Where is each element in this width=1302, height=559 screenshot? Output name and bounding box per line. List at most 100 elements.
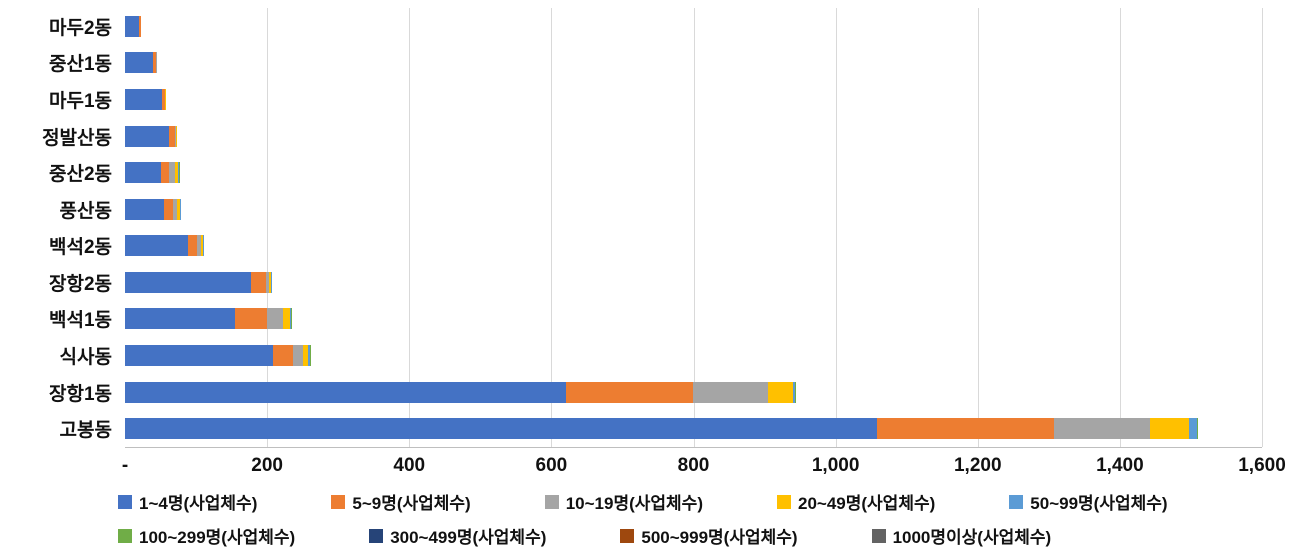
legend-label: 5~9명(사업체수) [352, 494, 471, 513]
legend-item: 300~499명(사업체수) [369, 523, 546, 548]
bar-segment [876, 418, 1055, 440]
bar-segment [795, 381, 796, 403]
bar-segment [269, 271, 272, 293]
x-tick-label: 1,400 [1096, 455, 1144, 476]
x-tick-label: 1,600 [1238, 455, 1286, 476]
bar-segment [176, 125, 177, 147]
bar-segment [165, 88, 167, 110]
bar-segment [169, 162, 175, 184]
bar-segment [172, 198, 177, 220]
bar-row [125, 125, 177, 147]
bar-row [125, 235, 204, 257]
legend-label: 1000명이상(사업체수) [892, 528, 1052, 547]
bar-row [125, 162, 180, 184]
bar-segment [203, 235, 204, 257]
category-label: 장항2동 [48, 273, 112, 295]
legend-swatch-icon [118, 528, 132, 543]
gridline [551, 8, 553, 447]
legend-item: 500~999명(사업체수) [620, 523, 798, 548]
bar-segment [164, 88, 166, 110]
bar-segment [235, 308, 268, 330]
bar-segment [187, 235, 198, 257]
legend-swatch-icon [871, 528, 886, 543]
bar-segment [792, 381, 796, 403]
legend-label: 100~299명(사업체수) [139, 528, 296, 547]
bar-row [125, 88, 167, 110]
x-tick-label: 200 [251, 455, 283, 476]
legend-swatch-icon [331, 494, 346, 509]
bar-segment [271, 271, 273, 293]
legend-swatch-icon [777, 494, 791, 509]
bar-segment [174, 162, 179, 184]
bar-segment [1054, 418, 1151, 440]
bar-segment [139, 15, 141, 37]
bar-segment [125, 162, 161, 184]
legend-label: 300~499명(사업체수) [390, 528, 547, 547]
bar-segment [125, 125, 170, 147]
bar-segment [282, 308, 290, 330]
gridline [835, 8, 837, 447]
bar-segment [125, 308, 236, 330]
bar-segment [308, 345, 310, 367]
legend-item: 50~99명(사업체수) [1009, 489, 1168, 514]
bar-segment [201, 235, 204, 257]
bar-segment [178, 162, 180, 184]
legend-label: 10~19명(사업체수) [565, 494, 703, 513]
bar-row [125, 345, 311, 367]
bar-segment [169, 125, 175, 147]
legend-item: 5~9명(사업체수) [331, 489, 471, 514]
bar-segment [125, 271, 252, 293]
bar-segment [164, 198, 173, 220]
gridline [267, 8, 269, 447]
x-tick-label: 1,000 [811, 455, 860, 476]
legend-swatch-icon [118, 494, 132, 509]
bar-segment [161, 88, 165, 110]
legend-row-2: 100~299명(사업체수) 300~499명(사업체수) 500~999명(사업체… [118, 523, 1292, 548]
bar-row [125, 198, 181, 220]
bar-row [125, 52, 157, 74]
bar-segment [125, 15, 140, 37]
bar-segment [693, 381, 769, 403]
bar-segment [160, 162, 170, 184]
bar-segment [125, 418, 877, 440]
bar-row [125, 308, 292, 330]
bar-segment [197, 235, 202, 257]
legend-label: 50~99명(사업체수) [1030, 494, 1168, 513]
bar-segment [291, 308, 292, 330]
bar-segment [768, 381, 793, 403]
bar-segment [1150, 418, 1190, 440]
bar-row [125, 271, 273, 293]
legend-label: 20~49명(사업체수) [798, 494, 936, 513]
bar-row [125, 418, 1198, 440]
category-label: 고봉동 [59, 420, 112, 442]
bar-segment [125, 198, 165, 220]
bar-row [125, 15, 141, 37]
bar-segment [155, 52, 157, 74]
legend-label: 1~4명(사업체수) [139, 494, 258, 513]
gridline [693, 8, 695, 447]
legend-swatch-icon [544, 494, 559, 509]
legend-swatch-icon [1009, 494, 1024, 509]
bar-segment [302, 345, 309, 367]
bar-segment [179, 198, 181, 220]
bar-segment [1196, 418, 1198, 440]
bar-segment [272, 345, 293, 367]
bar-row [125, 381, 796, 403]
x-tick-label: 400 [393, 455, 426, 476]
legend-swatch-icon [620, 528, 635, 543]
legend-item: 20~49명(사업체수) [777, 489, 935, 514]
bar-segment [174, 125, 177, 147]
bar-segment [176, 198, 180, 220]
bar-segment [125, 235, 188, 257]
bar-segment [125, 52, 154, 74]
legend-label: 500~999명(사업체수) [641, 528, 798, 547]
gridline [1119, 8, 1121, 447]
gridline [977, 8, 979, 447]
bar-segment [289, 308, 292, 330]
x-axis-line [125, 447, 1262, 448]
category-label: 마두2동 [48, 17, 112, 39]
legend-item: 1~4명(사업체수) [118, 489, 257, 514]
bar-segment [309, 345, 311, 367]
x-tick-label: 600 [535, 455, 568, 476]
